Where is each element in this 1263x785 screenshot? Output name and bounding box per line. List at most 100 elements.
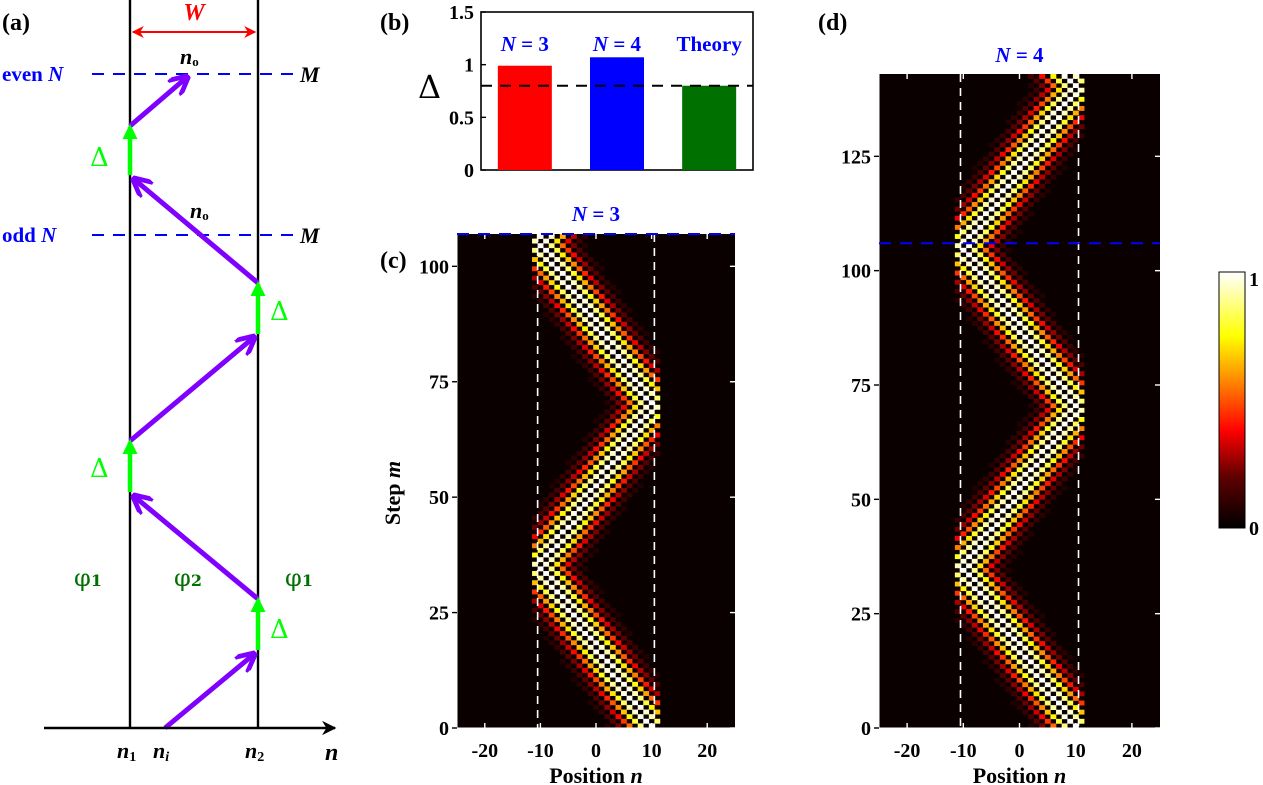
heatmap-cell: [643, 358, 650, 364]
heatmap-cell: [1005, 686, 1012, 692]
heatmap-cell: [570, 270, 577, 276]
heatmap-cell: [1061, 156, 1068, 162]
heatmap-cell: [999, 517, 1006, 523]
heatmap-cell: [570, 307, 577, 313]
heatmap-cell: [543, 534, 550, 540]
heatmap-cell: [982, 220, 989, 226]
heatmap-cell: [615, 704, 622, 710]
heatmap-cell: [1033, 188, 1040, 194]
heatmap-cell: [1044, 115, 1051, 121]
heatmap-cell: [565, 617, 572, 623]
heatmap-cell: [1061, 384, 1068, 390]
heatmap-cell: [994, 531, 1001, 537]
heatmap-cell: [632, 377, 638, 383]
heatmap-cell: [604, 529, 611, 535]
heatmap-cell: [1067, 142, 1074, 148]
heatmap-cell: [994, 174, 1001, 180]
heatmap-cell: [587, 257, 594, 263]
heatmap-cell: [615, 317, 622, 323]
heatmap-cell: [626, 446, 633, 452]
heatmap-cell: [988, 508, 995, 514]
heatmap-cell: [1016, 147, 1023, 153]
heatmap-cell: [1016, 513, 1023, 518]
heatmap-cell: [582, 234, 588, 239]
heatmap-cell: [1005, 540, 1012, 546]
heatmap-cell: [554, 266, 561, 272]
heatmap-cell: [1044, 435, 1051, 441]
heatmap-cell: [1056, 106, 1062, 111]
y-tick-label: 50: [851, 489, 871, 511]
heatmap-cell: [994, 266, 1001, 271]
heatmap-cell: [971, 622, 978, 628]
heatmap-cell: [543, 238, 550, 244]
heatmap-cell: [971, 275, 978, 281]
heatmap-cell: [637, 474, 644, 479]
heatmap-cell: [570, 612, 577, 618]
heatmap-cell: [570, 511, 577, 516]
heatmap-cell: [532, 580, 538, 586]
heatmap-cell: [999, 179, 1006, 185]
heatmap-cell: [1016, 641, 1023, 646]
heatmap-cell: [1072, 430, 1079, 436]
heatmap-cell: [999, 325, 1006, 331]
heatmap-cell: [1027, 668, 1034, 674]
heatmap-cell: [604, 464, 611, 470]
heatmap-cell: [1078, 453, 1085, 459]
heatmap-cell: [982, 476, 989, 482]
heatmap-cell: [626, 335, 633, 341]
heatmap-cell: [1005, 357, 1012, 363]
heatmap-cell: [587, 644, 594, 650]
heatmap-cell: [632, 423, 638, 429]
heatmap-cell: [598, 284, 605, 290]
heatmap-cell: [960, 293, 967, 299]
heatmap-cell: [971, 220, 978, 226]
heatmap-cell: [977, 316, 984, 322]
heatmap-cell: [565, 663, 572, 669]
heatmap-cell: [537, 529, 544, 535]
heatmap-cell: [537, 280, 544, 286]
heatmap-cell: [994, 476, 1001, 482]
heatmap-cell: [615, 372, 622, 378]
heatmap-cell: [615, 686, 622, 692]
heatmap-cell: [1061, 650, 1068, 656]
heatmap-cell: [643, 709, 650, 715]
heatmap-cell: [543, 266, 550, 272]
heatmap-cell: [1027, 513, 1034, 518]
heatmap-cell: [1011, 691, 1017, 697]
heatmap-cell: [1022, 352, 1029, 358]
heatmap-cell: [654, 681, 661, 687]
heatmap-cell: [637, 667, 644, 673]
heatmap-cell: [648, 464, 655, 470]
heatmap-cell: [1050, 119, 1057, 125]
heatmap-cell: [1005, 595, 1012, 601]
heatmap-cell: [977, 252, 984, 258]
heatmap-cell: [999, 645, 1006, 651]
heatmap-cell: [1011, 581, 1017, 587]
heatmap-cell: [966, 554, 973, 560]
heatmap-cell: [1011, 444, 1017, 450]
heatmap-cell: [1005, 192, 1012, 198]
heatmap-cell: [1067, 718, 1074, 724]
heatmap-cell: [994, 165, 1001, 171]
heatmap-cell: [1016, 494, 1023, 500]
heatmap-cell: [971, 192, 978, 198]
heatmap-cell: [637, 686, 644, 692]
heatmap-cell: [1005, 485, 1012, 491]
heatmap-cell: [1044, 362, 1051, 367]
heatmap-cell: [543, 303, 550, 309]
heatmap-cell: [1050, 83, 1057, 89]
heatmap-cell: [1022, 499, 1029, 505]
heatmap-cell: [532, 524, 538, 530]
heatmap-cell: [1067, 87, 1074, 93]
heatmap-cell: [598, 691, 605, 696]
heatmap-cell: [554, 312, 561, 318]
heatmap-cell: [637, 658, 644, 664]
heatmap-cell: [1022, 417, 1029, 422]
heatmap-cell: [960, 266, 967, 271]
heatmap-cell: [966, 627, 973, 633]
heatmap-cell: [643, 367, 650, 373]
heatmap-cell: [559, 501, 566, 507]
heatmap-cell: [537, 621, 544, 627]
heatmap-cell: [598, 663, 605, 669]
heatmap-cell: [966, 298, 973, 303]
